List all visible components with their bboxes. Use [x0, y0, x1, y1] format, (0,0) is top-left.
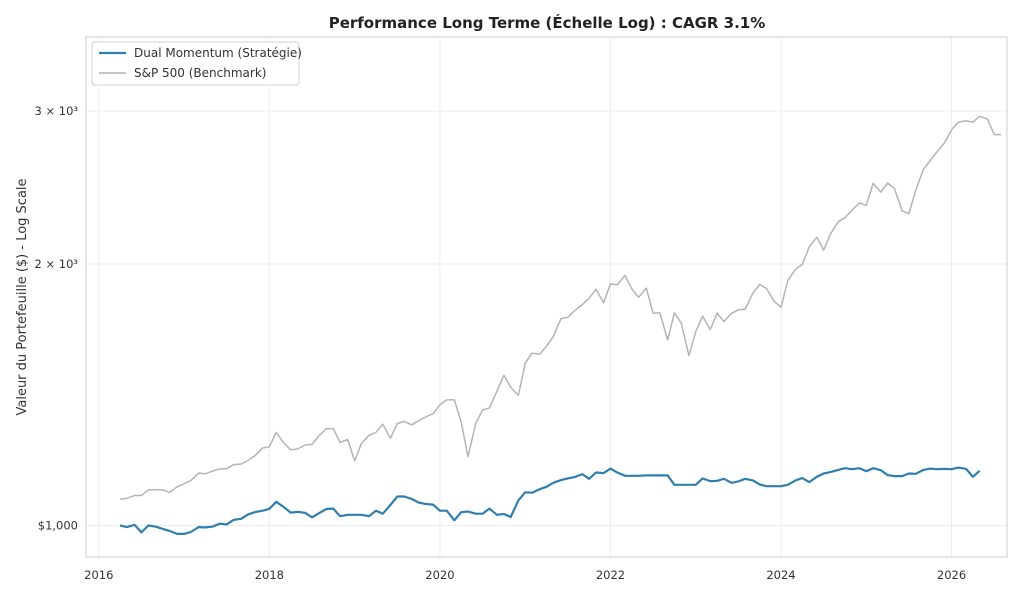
legend-box [91, 41, 300, 86]
x-tick-label: 2024 [766, 568, 795, 582]
y-tick-label: $1,000 [38, 519, 78, 533]
x-tick-label: 2018 [255, 568, 284, 582]
y-tick-label: 3 × 10³ [34, 104, 78, 118]
legend: Dual Momentum (Stratégie) S&P 500 (Bench… [91, 41, 302, 86]
grid [86, 37, 1007, 557]
y-tick-label: 2 × 10³ [34, 257, 78, 271]
x-tick-label: 2022 [596, 568, 625, 582]
series-line-dual-momentum [119, 466, 981, 535]
plot-frame [85, 36, 1008, 558]
x-tick-label: 2026 [937, 568, 966, 582]
series-line-sp500 [119, 115, 1001, 501]
y-axis-ticks: $1,000 2 × 10³ 3 × 10³ [34, 104, 78, 533]
legend-label-dual-momentum: Dual Momentum (Stratégie) [134, 46, 302, 60]
y-axis-label: Valeur du Portefeuille ($) - Log Scale [15, 178, 30, 415]
x-tick-label: 2020 [425, 568, 454, 582]
series-lines [119, 115, 1001, 535]
x-tick-label: 2016 [84, 568, 113, 582]
x-axis-ticks: 2016 2018 2020 2022 2024 2026 [84, 568, 966, 582]
chart-title: Performance Long Terme (Échelle Log) : C… [329, 13, 766, 32]
legend-label-sp500: S&P 500 (Benchmark) [134, 66, 266, 80]
